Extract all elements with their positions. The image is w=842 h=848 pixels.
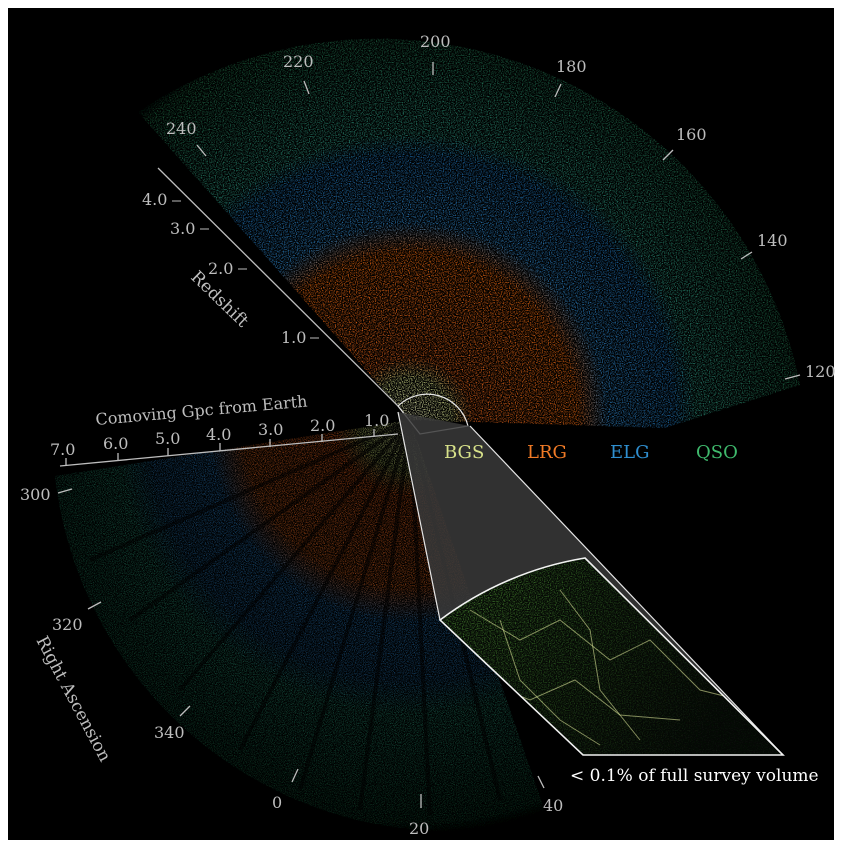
redshift-axis xyxy=(157,167,399,407)
distance-tick-7: 7.0 xyxy=(50,440,75,459)
origin-highlight xyxy=(397,393,469,435)
ra-label-40: 40 xyxy=(543,796,563,815)
projection-edge-left xyxy=(397,411,441,621)
legend-elg: ELG xyxy=(610,442,649,463)
legend-bgs: BGS xyxy=(444,442,484,463)
ra-label-160: 160 xyxy=(676,125,707,144)
ra-label-240: 240 xyxy=(166,119,197,138)
ra-label-0: 0 xyxy=(272,793,282,812)
projection-edge-right xyxy=(469,425,784,756)
ra-ticks xyxy=(57,62,801,808)
ra-label-200: 200 xyxy=(420,32,451,51)
upper-survey-wedge xyxy=(138,38,800,429)
redshift-tick-4: 4.0 xyxy=(142,190,167,209)
ra-label-220: 220 xyxy=(283,52,314,71)
ra-label-300: 300 xyxy=(20,485,51,504)
ra-label-120: 120 xyxy=(805,362,836,381)
redshift-tick-1: 1.0 xyxy=(281,328,306,347)
legend-lrg: LRG xyxy=(527,442,567,463)
distance-tick-5: 5.0 xyxy=(155,429,180,448)
distance-tick-1: 1.0 xyxy=(364,411,389,430)
distance-axis xyxy=(59,429,399,467)
ra-label-340: 340 xyxy=(154,723,185,742)
inset-caption: < 0.1% of full survey volume xyxy=(570,766,819,786)
ra-label-320: 320 xyxy=(52,615,83,634)
ra-label-140: 140 xyxy=(757,231,788,250)
redshift-tick-2: 2.0 xyxy=(208,259,233,278)
redshift-tick-3: 3.0 xyxy=(170,219,195,238)
distance-tick-4: 4.0 xyxy=(206,425,231,444)
distance-tick-3: 3.0 xyxy=(258,420,283,439)
distance-tick-6: 6.0 xyxy=(103,434,128,453)
ra-label-20: 20 xyxy=(409,819,429,838)
distance-tick-2: 2.0 xyxy=(310,416,335,435)
ra-label-180: 180 xyxy=(556,57,587,76)
legend-qso: QSO xyxy=(696,442,738,463)
